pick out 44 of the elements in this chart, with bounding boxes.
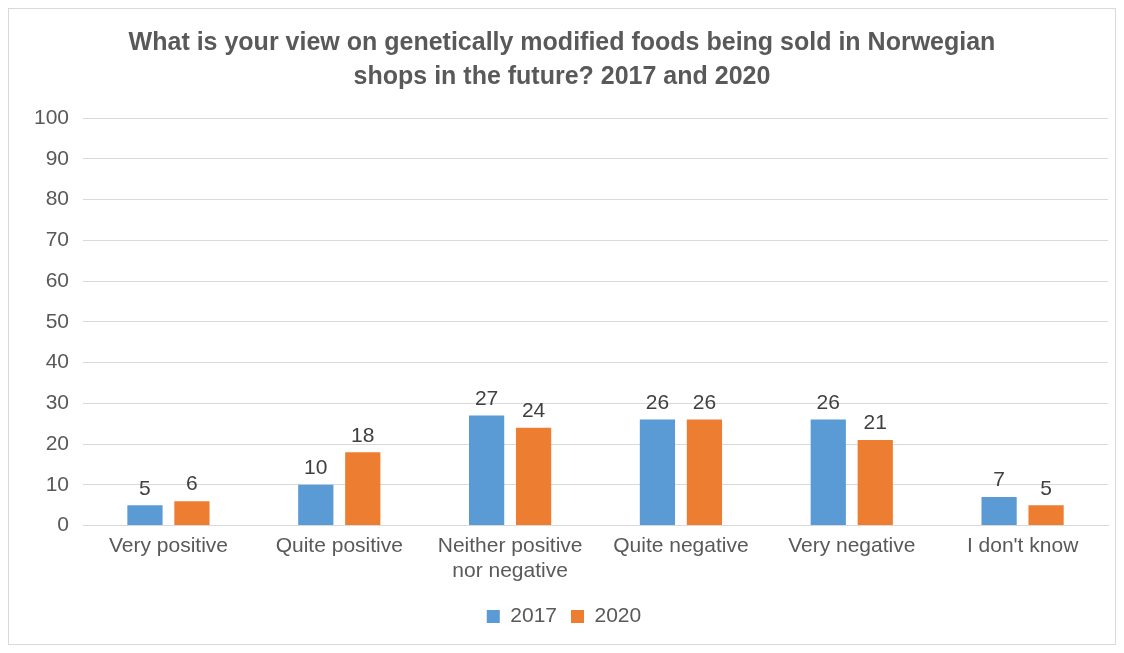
data-label: 26	[692, 389, 717, 413]
x-tick-label: Quite positive	[275, 533, 403, 556]
data-label: 6	[186, 471, 198, 495]
data-label: 18	[351, 422, 375, 446]
x-tick-label: Neither positive nor negative	[437, 533, 583, 582]
x-tick-label: Very positive	[108, 533, 228, 556]
bar	[127, 505, 163, 526]
y-tick-label: 0	[57, 512, 70, 536]
y-tick-label: 60	[45, 267, 70, 291]
data-label: 5	[1040, 475, 1052, 499]
x-tick-label: Very negative	[788, 533, 916, 556]
y-tick-label: 90	[45, 145, 70, 169]
data-label: 26	[816, 389, 840, 413]
data-label: 5	[139, 475, 151, 499]
data-label: 27	[474, 385, 499, 409]
bar	[857, 440, 893, 526]
y-tick-label: 80	[45, 186, 70, 210]
data-label: 7	[993, 467, 1005, 491]
bar	[981, 497, 1017, 526]
x-tick-label: I don't know	[966, 533, 1080, 556]
legend-label: 2017	[510, 603, 557, 627]
bar	[686, 419, 723, 526]
y-tick-label: 50	[45, 308, 70, 332]
y-tick-label: 30	[45, 390, 70, 414]
bar	[298, 484, 334, 526]
legend-label: 2020	[594, 603, 642, 627]
x-tick-label: Quite negative	[613, 533, 749, 556]
bar	[515, 427, 552, 526]
bar	[639, 419, 676, 526]
bar	[469, 415, 505, 526]
data-label: 24	[521, 398, 546, 422]
bar	[345, 452, 381, 526]
chart-title: What is your view on genetically modified foods being sold in Norwegian shops in the future? 2017 and 2020	[127, 26, 997, 91]
data-label: 26	[645, 389, 670, 413]
bar	[1028, 505, 1064, 526]
bar	[174, 501, 210, 526]
y-tick-label: 40	[45, 349, 70, 373]
y-tick-label: 20	[45, 430, 70, 454]
bar	[810, 419, 846, 526]
data-label: 21	[863, 410, 887, 434]
y-tick-label: 70	[45, 227, 70, 251]
data-label: 10	[304, 455, 328, 479]
y-tick-label: 10	[45, 471, 70, 495]
y-tick-label: 100	[33, 104, 70, 128]
